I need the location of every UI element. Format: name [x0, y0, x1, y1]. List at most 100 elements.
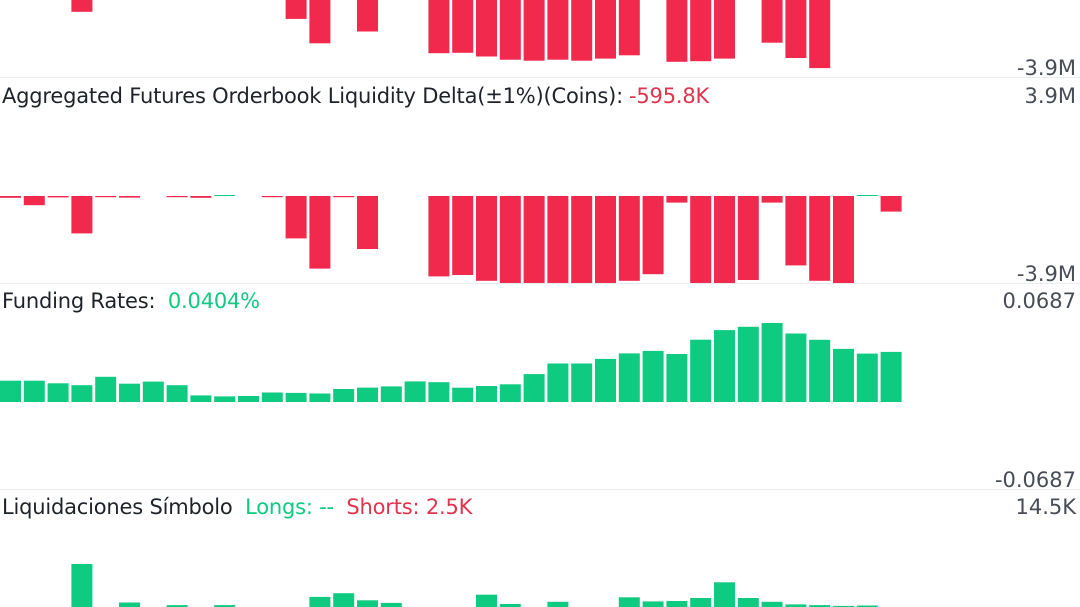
liquidity-delta-bar-7	[166, 196, 188, 198]
liquidity-delta-bar-22	[523, 196, 545, 284]
liquidity-delta-bar-30	[714, 196, 735, 284]
liquidation-bar-13	[309, 596, 331, 607]
funding-rates-title: Funding Rates:	[2, 289, 156, 313]
funding-rate-bar-19	[452, 387, 474, 402]
liquidity-delta-bar-26	[618, 196, 640, 281]
top-liquidity-bar-28	[666, 0, 688, 62]
liquidity-delta-panel: Aggregated Futures Orderbook Liquidity D…	[0, 78, 1080, 284]
top-liquidity-bar-33	[785, 0, 807, 58]
funding-rate-bar-35	[833, 348, 854, 402]
funding-rate-bar-29	[690, 339, 712, 402]
top-liquidity-bar-29	[690, 0, 712, 62]
liquidity-delta-bar-33	[785, 196, 807, 266]
funding-rate-bar-8	[190, 395, 212, 402]
top-liquidity-bar-24	[571, 0, 593, 61]
funding-rate-bar-34	[809, 339, 831, 402]
top-liquidity-bar-23	[547, 0, 569, 60]
liquidity-delta-bar-28	[666, 196, 688, 203]
funding-rate-bar-22	[523, 374, 545, 402]
liquidity-delta-value: -595.8K	[629, 84, 710, 108]
funding-rate-bar-12	[285, 392, 307, 402]
liquidation-bar-36	[856, 605, 878, 607]
funding-rate-bar-14	[333, 389, 355, 402]
liquidations-header: Liquidaciones Símbolo Longs: -- Shorts: …	[2, 495, 478, 519]
liquidation-bar-16	[380, 602, 402, 607]
liquidations-chart	[71, 564, 878, 607]
liquidity-delta-bar-35	[833, 196, 854, 284]
liquidity-delta-bar-5	[119, 196, 140, 198]
liquidation-bar-14	[333, 593, 355, 607]
funding-rate-bar-0	[0, 380, 21, 402]
funding-rate-bar-9	[214, 396, 236, 402]
liquidity-delta-bar-0	[0, 196, 21, 198]
funding-rate-bar-21	[499, 384, 521, 402]
liquidity-delta-bar-4	[95, 196, 117, 198]
top-liquidity-bar-18	[428, 0, 450, 54]
funding-rate-bar-30	[714, 330, 735, 402]
liquidation-bar-34	[809, 605, 831, 607]
liquidation-bar-15	[357, 600, 378, 607]
liquidity-delta-chart	[0, 195, 902, 284]
top-liquidity-bar-25	[595, 0, 616, 59]
funding-rate-bar-32	[761, 323, 783, 402]
liquidation-bar-27	[642, 601, 664, 607]
liquidity-delta-bar-11	[261, 196, 283, 198]
liquidity-top-panel: -3.9M	[0, 0, 1080, 80]
liquidity-axis-max-label: 3.9M	[1024, 84, 1076, 108]
liquidation-bar-33	[785, 604, 807, 607]
liquidity-delta-bar-37	[880, 196, 902, 212]
liquidation-bar-5	[119, 602, 140, 607]
liquidations-axis-max-label: 14.5K	[1015, 495, 1076, 519]
top-liquidity-bar-34	[809, 0, 831, 69]
funding-axis-max-label: 0.0687	[1002, 289, 1076, 313]
liquidity-delta-bar-21	[499, 196, 521, 284]
liquidation-bar-30	[714, 582, 735, 607]
liquidation-bar-26	[618, 597, 640, 607]
liquidity-delta-bar-3	[71, 196, 93, 234]
funding-rate-bar-18	[428, 382, 450, 402]
top-liquidity-bar-19	[452, 0, 474, 53]
top-axis-min-label: -3.9M	[1016, 56, 1076, 80]
liquidation-bar-21	[499, 604, 521, 607]
funding-rate-bar-1	[23, 380, 45, 402]
funding-rates-chart	[0, 323, 902, 402]
funding-rates-value: 0.0404%	[167, 289, 260, 313]
top-liquidity-bar-26	[618, 0, 640, 56]
liquidations-shorts: Shorts: 2.5K	[346, 495, 473, 519]
funding-rate-bar-2	[47, 383, 69, 402]
liquidity-delta-bar-1	[23, 196, 45, 206]
liquidity-delta-bar-32	[761, 196, 783, 203]
separator-1	[0, 77, 1080, 78]
separator-3	[0, 489, 1080, 490]
funding-rate-bar-24	[571, 363, 593, 402]
liquidity-delta-bar-34	[809, 196, 831, 281]
funding-rate-bar-25	[595, 358, 616, 402]
liquidations-longs: Longs: --	[245, 495, 334, 519]
liquidity-delta-bar-18	[428, 196, 450, 277]
funding-rate-bar-15	[357, 387, 378, 402]
liquidations-panel: Liquidaciones Símbolo Longs: -- Shorts: …	[0, 490, 1080, 607]
liquidation-bar-7	[166, 605, 188, 607]
funding-rate-bar-16	[380, 386, 402, 402]
top-liquidity-bar-12	[285, 0, 307, 19]
funding-rate-bar-13	[309, 393, 331, 402]
liquidation-bar-20	[476, 594, 497, 607]
liquidations-title: Liquidaciones Símbolo	[2, 495, 233, 519]
liquidity-delta-bar-19	[452, 196, 474, 275]
separator-2	[0, 283, 1080, 284]
liquidation-bar-35	[833, 605, 854, 607]
liquidity-delta-bar-23	[547, 196, 569, 284]
liquidity-delta-bar-36	[856, 195, 878, 196]
liquidity-delta-bar-8	[190, 196, 212, 198]
top-liquidity-bar-22	[523, 0, 545, 61]
liquidity-delta-bar-25	[595, 196, 616, 284]
liquidity-delta-bar-12	[285, 196, 307, 239]
funding-rates-panel: Funding Rates: 0.0404% 0.0687 -0.0687	[0, 284, 1080, 490]
funding-rate-bar-10	[238, 396, 259, 402]
liquidity-delta-bar-15	[357, 196, 378, 249]
liquidity-delta-title: Aggregated Futures Orderbook Liquidity D…	[2, 84, 623, 108]
funding-rate-bar-3	[71, 385, 93, 402]
liquidity-delta-bar-24	[571, 196, 593, 284]
liquidity-delta-bar-20	[476, 196, 497, 281]
top-liquidity-bar-21	[499, 0, 521, 60]
